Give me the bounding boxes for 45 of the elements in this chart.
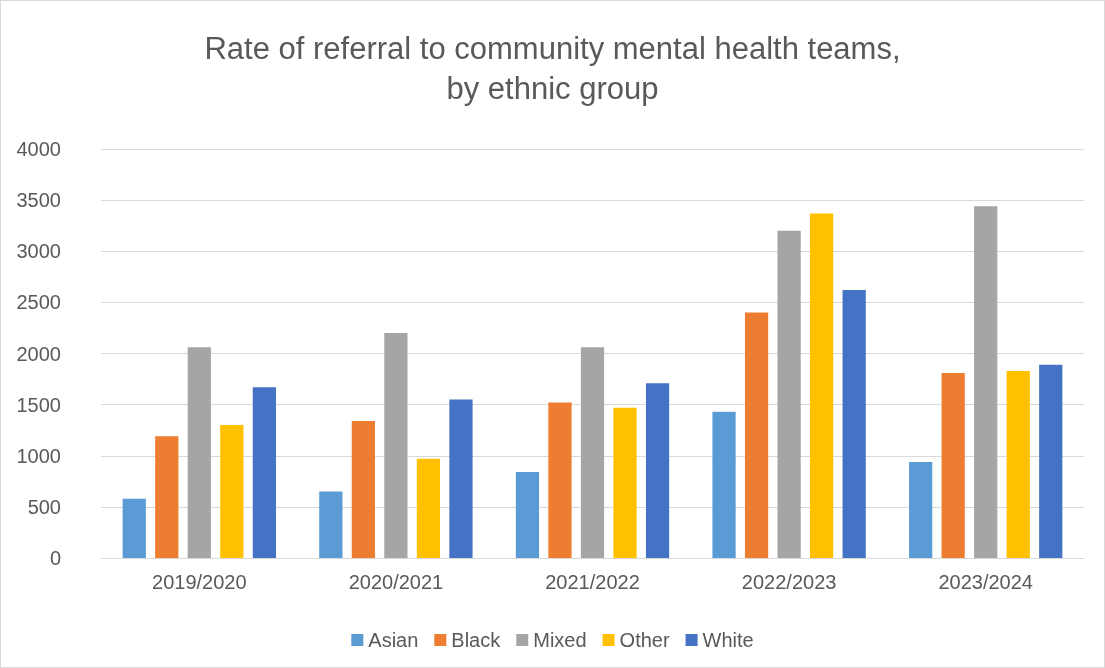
bar xyxy=(744,312,769,558)
bar xyxy=(1039,364,1063,558)
bar xyxy=(974,206,998,558)
bar xyxy=(580,347,605,558)
bar xyxy=(941,372,965,558)
bar xyxy=(1006,370,1030,558)
x-tick-label: 2019/2020 xyxy=(152,571,247,593)
y-tick-label: 500 xyxy=(27,495,61,518)
legend-label: Black xyxy=(451,629,502,651)
bar xyxy=(122,498,146,558)
bar xyxy=(548,402,572,558)
bar xyxy=(810,213,834,558)
bar xyxy=(515,472,540,558)
bar xyxy=(155,436,179,558)
x-tick-label: 2021/2022 xyxy=(545,571,640,593)
x-tick-label: 2022/2023 xyxy=(741,571,837,593)
x-tick-label: 2023/2024 xyxy=(938,571,1033,593)
bar xyxy=(351,420,375,558)
chart-title: Rate of referral to community mental health teams, by ethnic group xyxy=(204,30,901,106)
bar xyxy=(777,230,801,558)
legend-label: Other xyxy=(619,629,670,651)
bar xyxy=(319,491,343,558)
bar xyxy=(909,461,933,558)
y-tick-label: 2500 xyxy=(16,291,61,314)
bar xyxy=(645,383,670,558)
legend-label: Asian xyxy=(368,629,419,651)
y-tick-label: 4000 xyxy=(16,138,61,160)
bar xyxy=(187,347,211,558)
y-tick-label: 1000 xyxy=(16,444,61,467)
y-tick-label: 3000 xyxy=(16,240,61,263)
bar xyxy=(384,333,408,558)
bar xyxy=(416,458,441,558)
bar xyxy=(220,425,244,558)
bar xyxy=(449,399,473,558)
y-tick-label: 0 xyxy=(49,547,61,569)
bar xyxy=(613,407,637,558)
y-tick-label: 3500 xyxy=(16,189,61,212)
bar xyxy=(842,290,866,558)
y-tick-label: 2000 xyxy=(16,342,61,365)
y-tick-label: 1500 xyxy=(16,393,61,416)
x-tick-label: 2020/2021 xyxy=(348,571,444,593)
bar xyxy=(252,387,276,558)
legend-label: Mixed xyxy=(533,629,587,651)
bar xyxy=(712,411,736,558)
legend-label: White xyxy=(702,629,754,651)
